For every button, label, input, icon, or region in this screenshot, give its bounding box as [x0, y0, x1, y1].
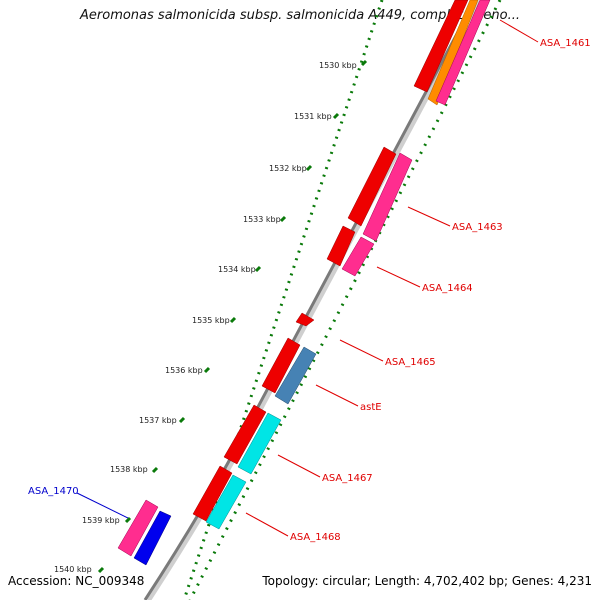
tick-label-1538: 1538 kbp	[110, 465, 148, 474]
gene-asa-1467-red[interactable]	[223, 404, 267, 465]
gene-asa-1464-red[interactable]	[326, 225, 356, 267]
gene-label-asa-1461[interactable]: ASA_1461	[540, 38, 591, 49]
gene-aste-red[interactable]	[261, 337, 301, 394]
gene-asa-1463-red[interactable]	[347, 146, 397, 227]
gene-asa-1470[interactable]	[117, 499, 159, 557]
gene-asa-1468[interactable]	[205, 474, 247, 530]
gene-label-aste[interactable]: astE	[360, 402, 382, 413]
gene-label-asa-1467[interactable]: ASA_1467	[322, 473, 373, 484]
gene-block-top-red[interactable]	[413, 0, 469, 93]
gene-asa-1467[interactable]	[237, 412, 282, 475]
gene-asa-1470-blue[interactable]	[133, 510, 172, 566]
tick-ring	[182, 0, 384, 600]
tick-label-1537: 1537 kbp	[139, 416, 177, 425]
tick-label-1532: 1532 kbp	[269, 164, 307, 173]
gene-aste[interactable]	[274, 346, 317, 405]
tick-label-1536: 1536 kbp	[165, 366, 203, 375]
gene-asa-1465[interactable]	[295, 312, 315, 327]
topology-summary: Topology: circular; Length: 4,702,402 bp…	[262, 574, 592, 588]
gene-block-top-orange[interactable]	[427, 0, 479, 106]
label-leaders	[76, 19, 539, 537]
tick-marks	[97, 59, 368, 574]
gene-asa-1463[interactable]	[362, 152, 413, 242]
gene-label-asa-1463[interactable]: ASA_1463	[452, 222, 503, 233]
tick-label-1530: 1530 kbp	[319, 61, 357, 70]
inner-ring	[188, 0, 502, 600]
gene-label-asa-1465[interactable]: ASA_1465	[385, 357, 436, 368]
tick-label-1539: 1539 kbp	[82, 516, 120, 525]
gene-label-asa-1468[interactable]: ASA_1468	[290, 532, 341, 543]
tick-label-1540: 1540 kbp	[54, 565, 92, 574]
accession-text: Accession: NC_009348	[8, 574, 145, 588]
gene-label-asa-1464[interactable]: ASA_1464	[422, 283, 473, 294]
tick-label-1533: 1533 kbp	[243, 215, 281, 224]
map-title: Aeromonas salmonicida subsp. salmonicida…	[80, 8, 520, 23]
tick-label-1531: 1531 kbp	[294, 112, 332, 121]
gene-asa-1464[interactable]	[341, 236, 375, 277]
gene-label-asa-1470[interactable]: ASA_1470	[28, 486, 79, 497]
gene-block-top-pink[interactable]	[435, 0, 491, 106]
gene-asa-1468-red[interactable]	[192, 465, 233, 522]
tick-label-1535: 1535 kbp	[192, 316, 230, 325]
tick-label-1534: 1534 kbp	[218, 265, 256, 274]
